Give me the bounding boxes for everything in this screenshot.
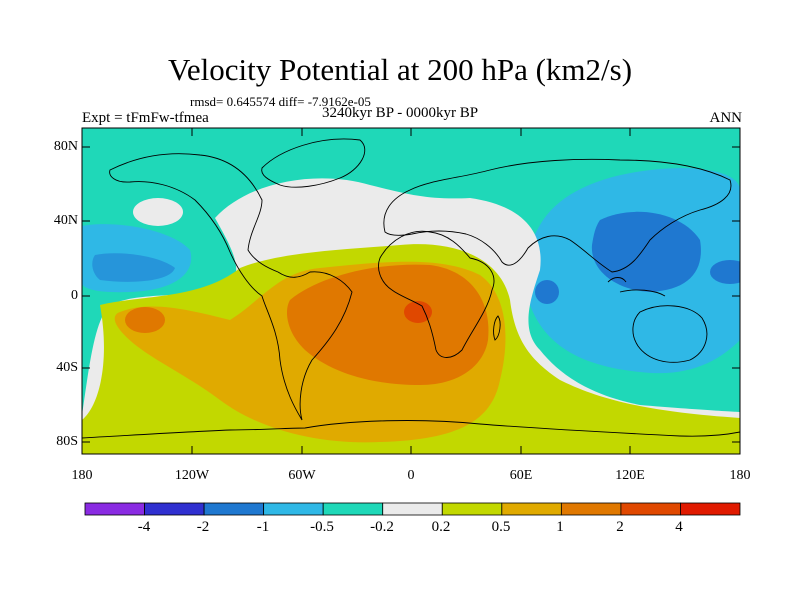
x-tick-label-180e: 180 [729,468,751,483]
colorbar-label: -4 [137,519,151,535]
colorbar-swatch [322,502,384,516]
stats-line: rmsd= 0.645574 diff= -7.9162e-05 [190,94,371,109]
contour-negative-indian-ocean [535,280,559,304]
colorbar-label: 0.2 [431,519,451,535]
x-tick-label-120e: 120E [615,468,645,483]
contour-near-zero-pacific [133,198,183,226]
map-title: Velocity Potential at 200 hPa (km2/s) [167,52,633,87]
colorbar-swatch [501,502,562,516]
colorbar-swatch [144,502,205,516]
colorbar-swatch [560,502,622,516]
eurasia-coastline [383,158,732,273]
australia-coastline [632,305,708,363]
colorbar-label: 0.5 [491,519,511,535]
colorbar-swatch [203,502,265,516]
colorbar-label: 1 [556,519,564,535]
x-ticks [81,128,741,454]
x-tick-label-0: 0 [407,468,415,483]
madagascar-coastline [493,315,501,341]
colorbar-label: -2 [196,519,210,535]
colorbar-swatch [382,502,443,516]
colorbar-swatch [263,502,324,516]
colorbar-label: 4 [675,519,683,535]
contour-positive-strong [286,264,489,385]
y-tick-label-40s: 40S [56,360,78,375]
season-label: ANN [709,110,743,126]
coastlines [82,138,740,439]
y-tick-label-80n: 80N [53,139,78,154]
colorbar [84,502,741,516]
contour-negative-dateline [710,260,740,284]
x-tick-label-180w: 180 [71,468,93,483]
x-tick-label-120w: 120W [174,468,210,483]
y-tick-label-80s: 80S [56,434,78,449]
period-label: 3240kyr BP - 0000kyr BP [321,105,479,121]
colorbar-swatch [84,502,145,516]
colorbar-swatch [680,502,741,516]
x-tick-label-60w: 60W [288,468,316,483]
greenland-coastline [261,138,366,188]
antarctica-coastline [82,420,740,439]
contour-positive-pacific [125,307,165,333]
y-tick-label-0: 0 [71,288,78,303]
maritime-continent-coastline [607,277,666,297]
contour-negative-east-core [591,211,701,292]
colorbar-swatch [620,502,681,516]
colorbar-swatch [441,502,503,516]
colorbar-label: 2 [616,519,624,535]
contour-positive-max [404,301,432,323]
y-ticks [82,146,740,443]
africa-coastline [378,230,495,358]
experiment-label: Expt = tFmFw-tfmea [82,110,209,126]
contour-field [82,128,740,454]
x-tick-label-60e: 60E [509,468,533,483]
y-tick-label-40n: 40N [53,213,78,228]
colorbar-label: -0.2 [370,519,394,535]
colorbar-label: -0.5 [310,519,334,535]
contour-negative-west-core [92,253,175,282]
colorbar-label: -1 [256,519,270,535]
americas-coastline [109,153,353,421]
